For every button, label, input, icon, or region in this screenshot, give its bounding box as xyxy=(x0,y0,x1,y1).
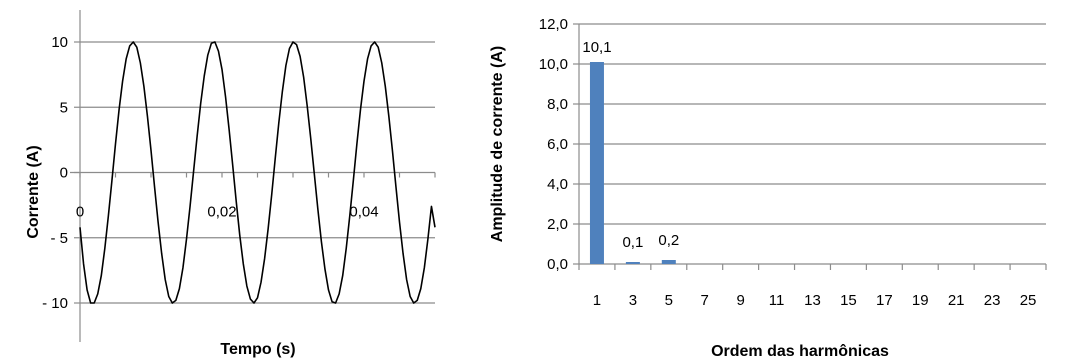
x-tick-label: 23 xyxy=(984,292,1001,309)
y-axis-title: Amplitude de corrente (A) xyxy=(489,46,506,242)
y-tick-label: - 10 xyxy=(42,295,68,312)
x-tick-label: 7 xyxy=(701,292,709,309)
y-tick-label: 2,0 xyxy=(547,216,568,233)
series-line xyxy=(79,41,436,304)
data-label: 0,1 xyxy=(622,234,643,251)
x-axis-title: Tempo (s) xyxy=(220,341,295,358)
x-tick-label: 5 xyxy=(665,292,673,309)
x-tick-label: 15 xyxy=(840,292,857,309)
x-tick-label: 11 xyxy=(769,292,785,309)
x-tick-label: 3 xyxy=(629,292,637,309)
y-tick-label: 5 xyxy=(60,99,68,116)
data-label: 10,1 xyxy=(582,39,611,56)
y-tick-label: 10,0 xyxy=(539,56,568,73)
y-tick-label: 10 xyxy=(51,34,68,51)
y-tick-label: 0 xyxy=(60,165,68,182)
x-tick-label: 17 xyxy=(876,292,893,309)
data-label: 0,2 xyxy=(658,232,679,249)
bar xyxy=(589,62,604,264)
x-tick-label: 0,04 xyxy=(349,204,378,221)
x-tick-label: 9 xyxy=(736,292,744,309)
y-tick-label: - 5 xyxy=(50,230,68,247)
y-tick-label: 8,0 xyxy=(547,96,568,113)
x-tick-label: 25 xyxy=(1020,292,1037,309)
bar xyxy=(661,260,676,264)
y-tick-label: 4,0 xyxy=(547,176,568,193)
x-tick-label: 21 xyxy=(948,292,965,309)
x-tick-label: 0 xyxy=(76,204,84,221)
x-tick-label: 13 xyxy=(804,292,821,309)
x-tick-label: 1 xyxy=(593,292,601,309)
y-axis-title: Corrente (A) xyxy=(25,145,42,238)
x-tick-label: 0,02 xyxy=(207,204,236,221)
y-tick-label: 12,0 xyxy=(539,16,568,33)
y-tick-label: 6,0 xyxy=(547,136,568,153)
x-axis-title: Ordem das harmônicas xyxy=(711,343,889,360)
bar xyxy=(625,262,640,264)
y-tick-label: 0,0 xyxy=(547,256,568,273)
x-tick-label: 19 xyxy=(912,292,929,309)
